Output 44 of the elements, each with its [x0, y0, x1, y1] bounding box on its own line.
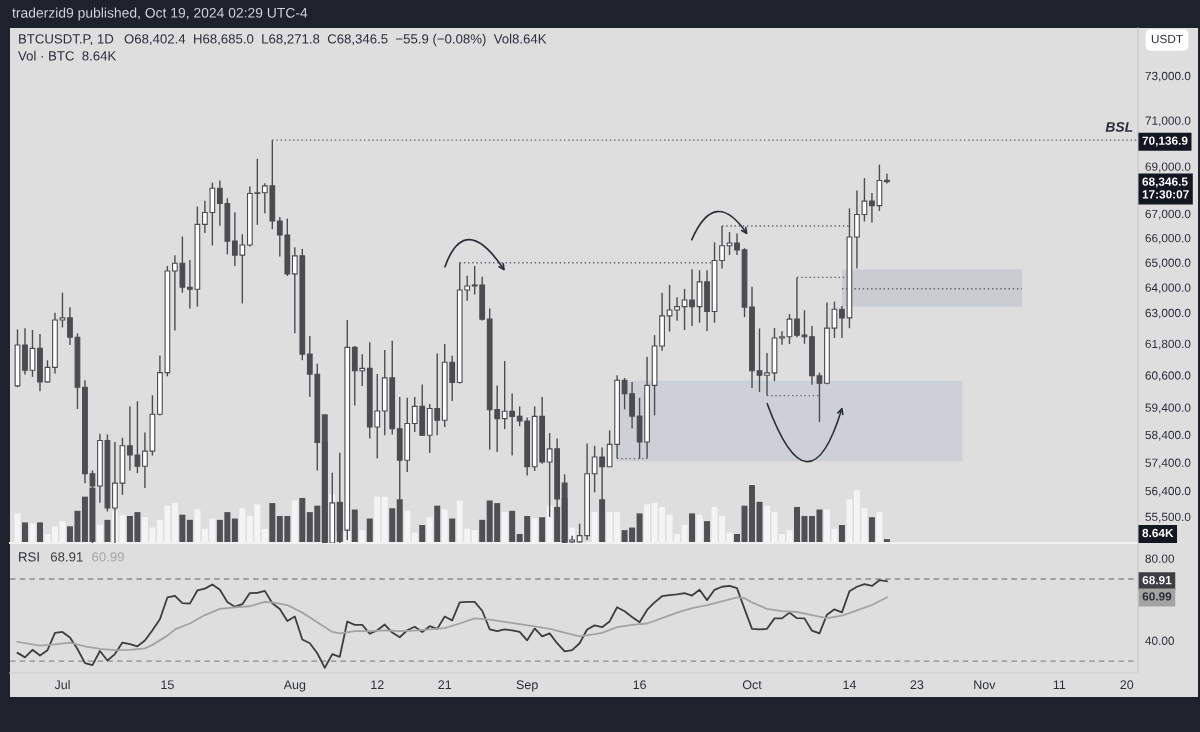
y-tick-label: 66,000.0 — [1145, 233, 1191, 244]
x-tick-label: Sep — [516, 680, 538, 692]
text: 68,346.5 17:30:07 — [1142, 177, 1189, 199]
x-tick-label: 23 — [910, 680, 924, 690]
x-tick-label: 16 — [633, 680, 646, 690]
y-tick-label: 40.00 — [1145, 636, 1175, 645]
x-tick-label: 14 — [843, 680, 857, 689]
chart-title: Vol · BTC 8.64K — [18, 50, 117, 61]
y-tick-label: 69,000.0 — [1145, 162, 1191, 173]
x-tick-label: Aug — [283, 680, 306, 692]
annotation: 68.91 — [50, 552, 83, 562]
x-tick-label: Oct — [742, 680, 762, 690]
y-tick-label: 64,000.0 — [1145, 283, 1191, 294]
text: RSI — [19, 552, 39, 562]
y-tick-label: 61,800.0 — [1145, 339, 1191, 350]
chart-subtitle: O68,402.4 H68,685.0 L68,271.8 C68,346.5 −55.9 (−0.08%) Vol8.64K — [124, 33, 547, 47]
y-tick-label: 65,000.0 — [1145, 258, 1191, 269]
annotation: 68.91 — [1142, 575, 1172, 585]
y-tick-label: 59,400.0 — [1145, 403, 1191, 414]
text: USDT — [1151, 34, 1183, 44]
y-tick-label: 63,000.0 — [1145, 308, 1191, 319]
x-tick-label: 12 — [371, 680, 384, 689]
annotation: BSL — [1105, 122, 1133, 132]
x-tick-label: Nov — [974, 680, 996, 690]
y-tick-label: 58,400.0 — [1145, 430, 1191, 441]
y-tick-label: 60,600.0 — [1145, 371, 1191, 382]
text: 8.64K — [1142, 528, 1174, 538]
chart-title: BTCUSDT.P, 1D — [19, 34, 114, 46]
y-tick-label: 67,000.0 — [1145, 209, 1191, 220]
x-tick-label: 20 — [1120, 680, 1134, 690]
y-tick-label: 71,000.0 — [1145, 116, 1191, 127]
text: traderzid9 published, Oct 19, 2024 02:29 UTC-4 — [12, 7, 308, 21]
x-tick-label: 15 — [161, 680, 174, 690]
x-tick-label: 11 — [1053, 680, 1066, 689]
x-tick-label: 21 — [438, 680, 452, 689]
y-tick-label: 56,400.0 — [1145, 486, 1191, 497]
y-tick-label: 57,400.0 — [1145, 458, 1191, 469]
y-tick-label: 73,000.0 — [1145, 71, 1191, 82]
y-tick-label: 80.00 — [1145, 554, 1175, 563]
annotation: 60.99 — [92, 552, 124, 562]
y-tick-label: 55,500.0 — [1145, 512, 1191, 523]
annotation: 60.99 — [1142, 592, 1172, 601]
text: 70,136.9 — [1142, 136, 1188, 147]
x-tick-label: Jul — [54, 679, 70, 690]
